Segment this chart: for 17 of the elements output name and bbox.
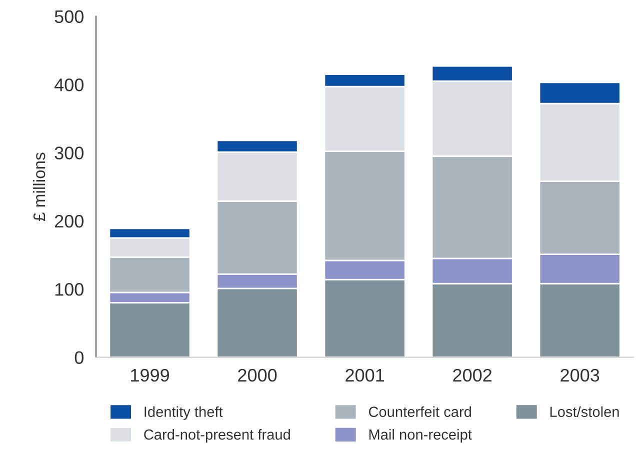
x-tick-label: 1999: [131, 368, 169, 382]
legend-label: Lost/stolen: [550, 406, 619, 418]
legend-label: Card-not-present fraud: [144, 429, 290, 443]
y-tick-label: 300: [54, 146, 84, 160]
y-tick-label: 400: [54, 78, 84, 92]
x-tick-label: 2000: [238, 368, 277, 382]
y-axis-title: £ millions: [32, 152, 46, 222]
y-tick-label: 200: [54, 214, 84, 228]
legend-label: Mail non-receipt: [369, 429, 472, 443]
x-tick-label: 2003: [560, 368, 600, 382]
x-tick-label: 2001: [346, 368, 384, 382]
y-tick-label: 100: [55, 283, 84, 296]
y-tick-label: 0: [74, 351, 84, 364]
legend-label: Identity theft: [144, 406, 223, 420]
y-tick-label: 500: [54, 10, 84, 24]
legend-label: Counterfeit card: [368, 406, 472, 418]
x-tick-label: 2002: [453, 368, 492, 382]
